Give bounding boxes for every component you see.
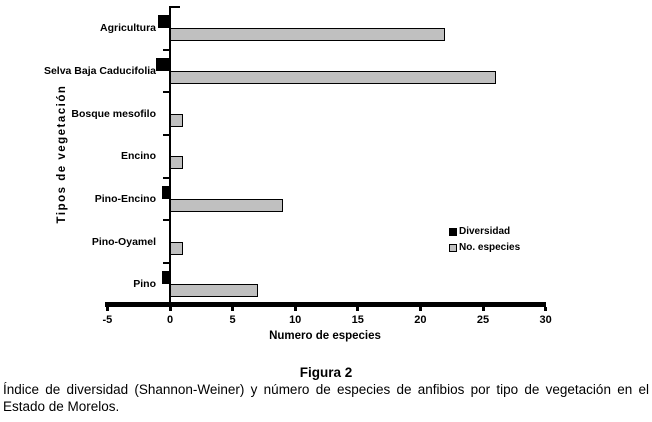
diversidad-swatch-icon — [449, 227, 457, 236]
category-label-pino: Pino — [133, 278, 156, 291]
y-axis-category-tick — [163, 261, 170, 264]
bar-diversidad-selva-baja-caducifolia — [156, 57, 170, 71]
bar-especies-bosque-mesofilo — [170, 113, 183, 127]
bar-diversidad-pino — [161, 271, 170, 285]
x-axis-tick — [293, 307, 297, 311]
legend-label-diversidad: Diversidad — [459, 226, 511, 237]
x-axis-line — [105, 302, 546, 307]
bar-especies-pino — [170, 284, 258, 298]
y-axis-category-tick — [163, 133, 170, 136]
legend-item-diversidad: Diversidad — [449, 226, 520, 237]
category-label-agricultura: Agricultura — [99, 22, 156, 35]
bar-especies-pino-oyamel — [170, 241, 183, 255]
x-tick-label-15: 15 — [351, 314, 364, 326]
x-axis-tick — [418, 307, 422, 311]
caption-body: Índice de diversidad (Shannon-Weiner) y … — [3, 382, 649, 414]
y-axis-top-tick — [171, 6, 180, 8]
x-tick-label-5: 5 — [229, 314, 236, 326]
figure-caption: Figura 2 Índice de diversidad (Shannon-W… — [0, 365, 652, 415]
x-tick-label-25: 25 — [476, 314, 490, 326]
y-axis-category-tick — [163, 91, 170, 94]
category-label-encino: Encino — [120, 150, 156, 163]
x-tick-label-20: 20 — [414, 314, 427, 326]
y-axis-category-tick — [163, 176, 170, 179]
x-axis-title: Numero de especies — [269, 330, 381, 342]
legend-item-no-especies: No. especies — [449, 242, 520, 253]
x-tick-label-neg5: -5 — [102, 314, 113, 326]
bar-especies-selva-baja-caducifolia — [170, 70, 496, 84]
category-label-bosque-mesofilo: Bosque mesofilo — [71, 107, 156, 120]
x-axis-tick — [231, 307, 235, 311]
bar-diversidad-agricultura — [158, 15, 170, 29]
x-tick-label-0: 0 — [166, 314, 174, 326]
chart-legend: Diversidad No. especies — [449, 226, 520, 258]
category-label-selva-baja-caducifolia: Selva Baja Caducifolia — [43, 64, 156, 77]
x-axis-tick — [544, 307, 548, 311]
x-axis-tick — [356, 307, 360, 311]
x-axis-tick — [105, 307, 109, 311]
x-tick-label-30: 30 — [539, 314, 552, 326]
x-axis-tick — [168, 307, 172, 311]
x-tick-label-10: 10 — [289, 314, 302, 326]
category-label-pino-oyamel: Pino-Oyamel — [91, 235, 156, 248]
legend-label-no-especies: No. especies — [459, 242, 521, 253]
category-label-pino-encino: Pino-Encino — [94, 192, 156, 205]
caption-title: Figura 2 — [299, 365, 353, 380]
y-axis-category-tick — [163, 219, 170, 222]
bar-diversidad-pino-encino — [161, 185, 170, 199]
no-especies-swatch-icon — [449, 243, 457, 252]
y-axis-category-tick — [163, 48, 170, 51]
bar-especies-encino — [170, 156, 183, 170]
bar-especies-agricultura — [170, 28, 446, 42]
y-axis-line — [169, 6, 171, 303]
x-axis-tick — [481, 307, 485, 311]
plot-area: Numero de especies Tipos de vegetación D… — [43, 6, 552, 342]
bar-especies-pino-encino — [170, 198, 283, 212]
